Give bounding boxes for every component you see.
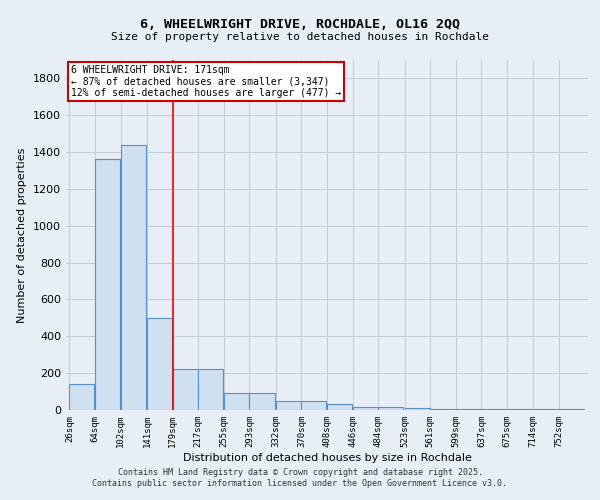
Bar	[95, 160, 120, 410]
Bar	[378, 407, 403, 410]
Bar	[147, 318, 172, 410]
Bar	[430, 409, 455, 410]
Bar	[353, 407, 378, 410]
Text: 6, WHEELWRIGHT DRIVE, ROCHDALE, OL16 2QQ: 6, WHEELWRIGHT DRIVE, ROCHDALE, OL16 2QQ	[140, 18, 460, 30]
X-axis label: Distribution of detached houses by size in Rochdale: Distribution of detached houses by size …	[182, 452, 472, 462]
Bar	[559, 409, 584, 410]
Bar	[507, 409, 532, 410]
Bar	[481, 409, 506, 410]
Bar	[404, 408, 430, 410]
Bar	[456, 409, 481, 410]
Text: Contains HM Land Registry data © Crown copyright and database right 2025.
Contai: Contains HM Land Registry data © Crown c…	[92, 468, 508, 487]
Text: 6 WHEELWRIGHT DRIVE: 171sqm
← 87% of detached houses are smaller (3,347)
12% of : 6 WHEELWRIGHT DRIVE: 171sqm ← 87% of det…	[71, 66, 341, 98]
Bar	[250, 394, 275, 410]
Bar	[301, 401, 326, 410]
Y-axis label: Number of detached properties: Number of detached properties	[17, 148, 28, 322]
Bar	[327, 404, 352, 410]
Bar	[198, 368, 223, 410]
Text: Size of property relative to detached houses in Rochdale: Size of property relative to detached ho…	[111, 32, 489, 42]
Bar	[276, 401, 301, 410]
Bar	[70, 384, 94, 410]
Bar	[533, 409, 559, 410]
Bar	[121, 144, 146, 410]
Bar	[173, 368, 197, 410]
Bar	[224, 394, 249, 410]
